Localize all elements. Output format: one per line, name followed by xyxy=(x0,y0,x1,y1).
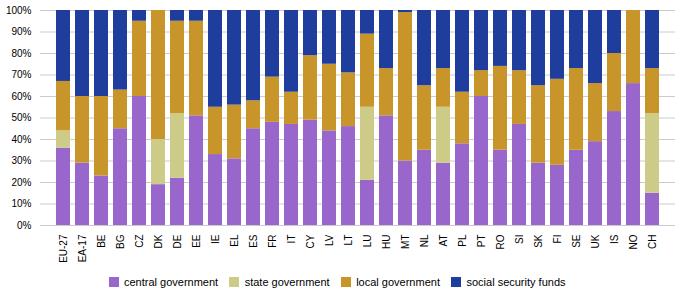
svg-text:CY: CY xyxy=(305,234,316,248)
svg-text:LT: LT xyxy=(343,235,354,246)
svg-text:NL: NL xyxy=(419,234,430,247)
svg-text:10%: 10% xyxy=(11,198,31,209)
svg-text:90%: 90% xyxy=(11,26,31,37)
svg-text:FI: FI xyxy=(552,235,563,244)
html-text:social security funds: social security funds xyxy=(466,275,566,288)
html-text:local government: local government xyxy=(356,275,440,288)
svg-text:SK: SK xyxy=(533,234,544,248)
svg-text:20%: 20% xyxy=(11,177,31,188)
svg-text:NO: NO xyxy=(628,234,639,249)
svg-text:60%: 60% xyxy=(11,91,31,102)
svg-text:EU-27: EU-27 xyxy=(58,234,69,263)
svg-text:MT: MT xyxy=(400,235,411,249)
svg-text:SI: SI xyxy=(514,235,525,244)
svg-text:EE: EE xyxy=(191,234,202,248)
svg-text:PT: PT xyxy=(476,235,487,248)
svg-text:FR: FR xyxy=(267,235,278,248)
svg-text:LU: LU xyxy=(362,235,373,248)
svg-text:0%: 0% xyxy=(17,220,32,231)
svg-text:CH: CH xyxy=(647,235,658,249)
svg-text:DE: DE xyxy=(172,234,183,248)
svg-text:70%: 70% xyxy=(11,69,31,80)
svg-text:IS: IS xyxy=(609,234,620,244)
svg-text:30%: 30% xyxy=(11,155,31,166)
svg-text:CZ: CZ xyxy=(134,235,145,248)
svg-text:HU: HU xyxy=(381,235,392,249)
svg-text:AT: AT xyxy=(438,235,449,247)
svg-text:40%: 40% xyxy=(11,134,31,145)
html-text:central government: central government xyxy=(124,275,219,288)
svg-text:EL: EL xyxy=(229,234,240,247)
svg-text:DK: DK xyxy=(153,234,164,248)
svg-text:SE: SE xyxy=(571,234,582,248)
svg-text:BG: BG xyxy=(115,234,126,249)
svg-text:50%: 50% xyxy=(11,112,31,123)
svg-text:EA-17: EA-17 xyxy=(77,234,88,262)
svg-text:IE: IE xyxy=(210,234,221,244)
svg-text:UK: UK xyxy=(590,234,601,248)
html-text:state government: state government xyxy=(244,275,330,288)
svg-text:BE: BE xyxy=(96,234,107,248)
svg-text:IT: IT xyxy=(286,235,297,244)
svg-text:100%: 100% xyxy=(6,5,32,16)
svg-text:80%: 80% xyxy=(11,48,31,59)
svg-text:LV: LV xyxy=(324,234,335,246)
svg-text:PL: PL xyxy=(457,234,468,247)
svg-text:RO: RO xyxy=(495,234,506,249)
svg-text:ES: ES xyxy=(248,234,259,248)
